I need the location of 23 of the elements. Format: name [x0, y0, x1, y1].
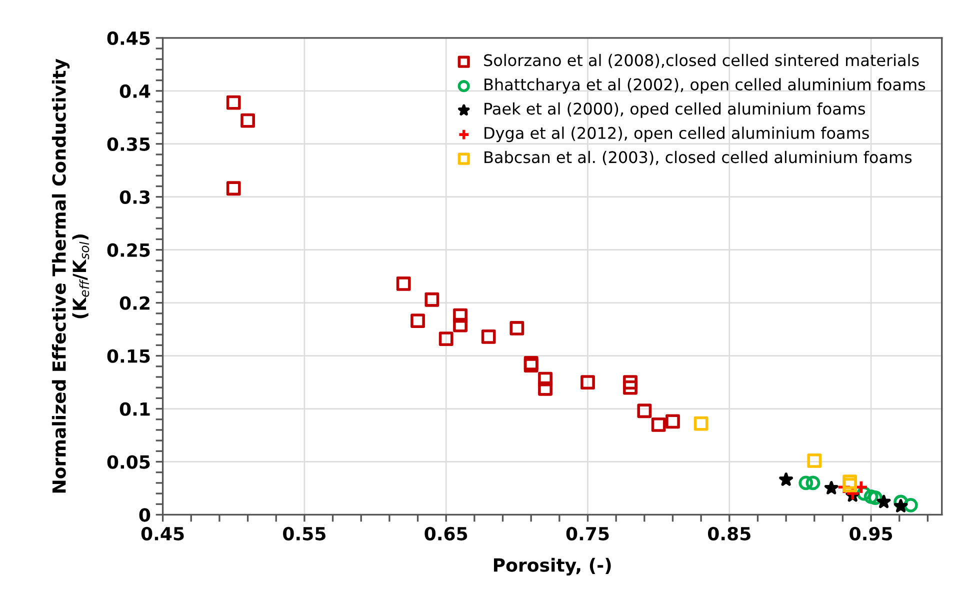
y-tick-label: 0.45 [107, 31, 150, 46]
x-tick-label: 0.95 [850, 526, 892, 540]
x-tick-label: 0.65 [424, 526, 468, 540]
y-tick-label: 0.4 [120, 84, 150, 98]
legend-label: Paek et al (2000), oped celled aluminium foams [484, 102, 866, 118]
y-tick-label: 0.15 [107, 349, 150, 363]
legend-label: Babcsan et al. (2003), closed celled aluminium foams [484, 150, 912, 166]
y-tick-label: 0.05 [107, 455, 150, 469]
y-tick-label: 0.3 [120, 190, 150, 204]
y-axis-title: Normalized Effective Thermal Conductivity (K$_{eff}$/K$_{sol}$) [52, 58, 90, 493]
x-tick-label: 0.75 [566, 526, 609, 540]
x-axis-title: Porosity, (-) [494, 558, 611, 576]
y-tick-label: 0.25 [107, 243, 150, 257]
legend-label: Bhattcharya et al (2002), open celled aluminium foams [484, 78, 926, 94]
y-tick-label: 0.2 [120, 296, 150, 310]
y-tick-label: 0.1 [120, 402, 150, 416]
legend-label: Dyga et al (2012), open celled aluminium foams [484, 126, 869, 142]
x-tick-label: 0.55 [283, 526, 326, 540]
y-tick-label: 0 [139, 508, 150, 522]
y-tick-label: 0.35 [107, 137, 150, 151]
legend-label: Solorzano et al (2008),closed celled sintered materials [484, 54, 919, 68]
x-tick-label: 0.45 [141, 526, 184, 540]
x-tick-label: 0.85 [708, 526, 750, 540]
